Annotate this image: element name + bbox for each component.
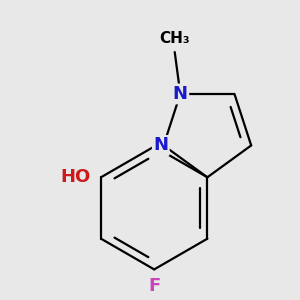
Text: N: N xyxy=(173,85,188,103)
Text: CH₃: CH₃ xyxy=(159,32,190,46)
Text: HO: HO xyxy=(61,168,91,186)
Text: N: N xyxy=(153,136,168,154)
Text: F: F xyxy=(148,277,160,295)
